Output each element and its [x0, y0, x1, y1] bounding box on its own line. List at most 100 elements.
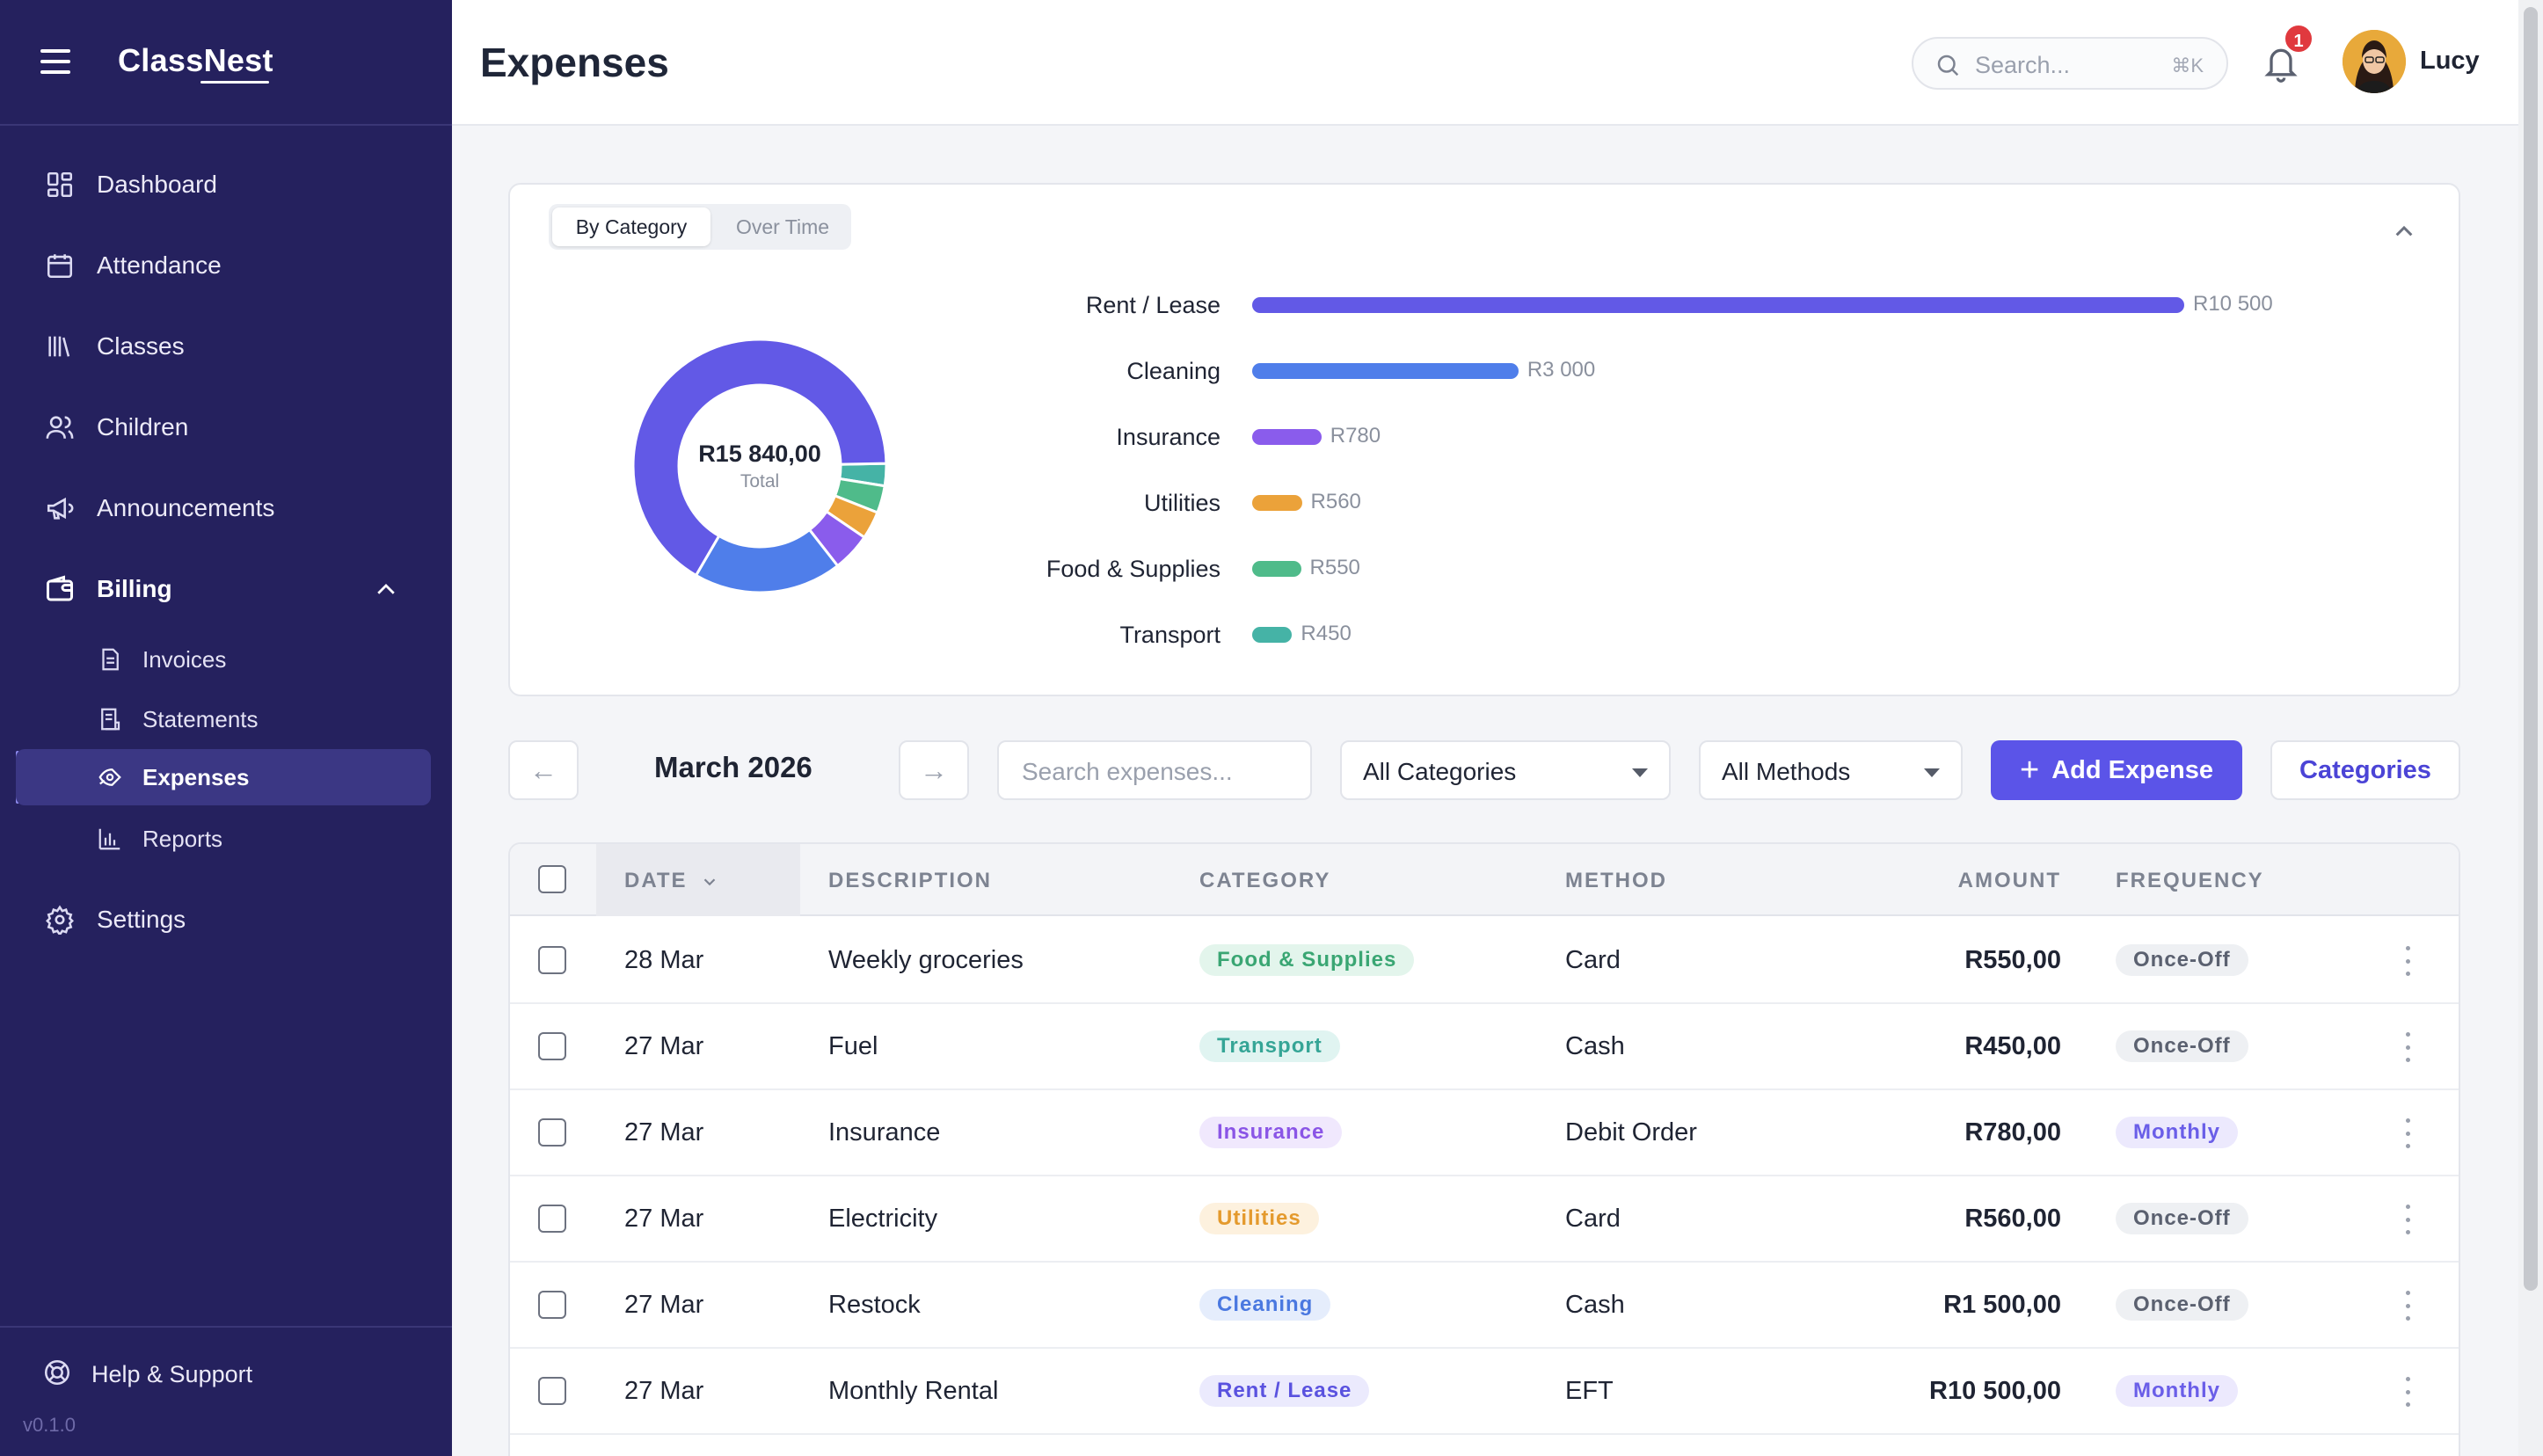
- column-description[interactable]: DESCRIPTION: [828, 869, 993, 892]
- bar[interactable]: [1252, 363, 1519, 379]
- tab-by-category[interactable]: By Category: [552, 207, 710, 246]
- prev-month-button[interactable]: ←: [508, 740, 579, 800]
- table-row[interactable]: 27 Mar Insurance Insurance Debit Order R780,…: [510, 1090, 2459, 1176]
- more-vertical-icon[interactable]: [2404, 1032, 2411, 1062]
- sidebar-subitem-invoices[interactable]: Invoices: [0, 631, 452, 688]
- document-icon: [95, 644, 125, 674]
- sidebar-item-dashboard[interactable]: Dashboard: [0, 153, 452, 216]
- sidebar-subitem-expenses[interactable]: Expenses: [16, 749, 431, 805]
- sidebar-item-attendance[interactable]: Attendance: [0, 234, 452, 297]
- topbar: Expenses Search... ⌘K 1 Lucy: [452, 0, 2518, 126]
- view-toggle: By Category Over Time: [549, 204, 851, 250]
- row-checkbox[interactable]: [538, 946, 566, 974]
- sidebar-item-classes[interactable]: Classes: [0, 315, 452, 378]
- bar-row: Utilities R560: [510, 484, 2445, 520]
- category-filter-select[interactable]: All Categories: [1340, 740, 1671, 800]
- frequency-badge: Once-Off: [2116, 1203, 2248, 1234]
- cell-description: Fuel: [828, 1032, 878, 1060]
- categories-button[interactable]: Categories: [2270, 740, 2460, 800]
- more-vertical-icon[interactable]: [2404, 1205, 2411, 1234]
- frequency-badge: Monthly: [2116, 1117, 2238, 1148]
- row-checkbox[interactable]: [538, 1291, 566, 1319]
- category-badge: Cleaning: [1199, 1289, 1331, 1321]
- cell-method: Cash: [1565, 1291, 1625, 1319]
- category-badge: Utilities: [1199, 1203, 1319, 1234]
- donut-slice[interactable]: [631, 338, 888, 578]
- more-vertical-icon[interactable]: [2404, 1377, 2411, 1407]
- bar[interactable]: [1252, 561, 1301, 577]
- sidebar-subitem-label: Expenses: [142, 763, 250, 790]
- bar-value-label: R450: [1301, 622, 1352, 645]
- sidebar-subitem-statements[interactable]: Statements: [0, 691, 452, 747]
- more-vertical-icon[interactable]: [2404, 1291, 2411, 1321]
- bar[interactable]: [1252, 495, 1302, 511]
- table-row[interactable]: 27 Mar Monthly Rental Rent / Lease EFT R10 5…: [510, 1349, 2459, 1435]
- category-filter-value: All Categories: [1363, 758, 1517, 785]
- more-vertical-icon[interactable]: [2404, 1118, 2411, 1148]
- calendar-icon: [42, 248, 77, 283]
- dashboard-icon: [42, 167, 77, 202]
- gear-icon: [42, 902, 77, 937]
- help-label: Help & Support: [91, 1361, 253, 1387]
- avatar[interactable]: [2343, 30, 2406, 93]
- bar-value-label: R10 500: [2193, 292, 2273, 316]
- table-row[interactable]: 27 Mar Restock Cleaning Cash R1 500,00 Once-O…: [510, 1263, 2459, 1349]
- caret-down-icon: [1632, 768, 1648, 777]
- cell-method: EFT: [1565, 1377, 1614, 1405]
- category-badge: Transport: [1199, 1030, 1340, 1062]
- sidebar-subitem-label: Reports: [142, 825, 223, 852]
- column-frequency[interactable]: FREQUENCY: [2116, 869, 2264, 892]
- row-checkbox[interactable]: [538, 1032, 566, 1060]
- cell-amount: R780,00: [1964, 1118, 2061, 1147]
- table-row[interactable]: 27 Mar Fuel Transport Cash R450,00 Once-Off: [510, 1004, 2459, 1090]
- sidebar-item-announcements[interactable]: Announcements: [0, 477, 452, 540]
- sidebar-item-children[interactable]: Children: [0, 396, 452, 459]
- method-filter-select[interactable]: All Methods: [1699, 740, 1963, 800]
- add-expense-button[interactable]: + Add Expense: [1991, 740, 2242, 800]
- method-filter-value: All Methods: [1722, 758, 1851, 785]
- sidebar-header: ClassNest: [0, 0, 452, 126]
- donut-chart: R15 840,00 Total: [631, 338, 888, 594]
- user-name[interactable]: Lucy: [2420, 47, 2480, 75]
- cell-description: Monthly Rental: [828, 1377, 999, 1405]
- bar[interactable]: [1252, 297, 2184, 313]
- cell-description: Electricity: [828, 1205, 938, 1233]
- column-date[interactable]: DATE: [624, 869, 719, 893]
- row-checkbox[interactable]: [538, 1205, 566, 1233]
- sidebar-item-settings[interactable]: Settings: [0, 888, 452, 951]
- select-all-checkbox[interactable]: [538, 865, 566, 893]
- bar[interactable]: [1252, 627, 1293, 643]
- scrollbar-thumb[interactable]: [2524, 7, 2538, 1291]
- column-method[interactable]: METHOD: [1565, 869, 1667, 892]
- tab-over-time[interactable]: Over Time: [735, 215, 830, 238]
- money-icon: [95, 762, 125, 792]
- cell-method: Card: [1565, 946, 1621, 974]
- chevron-up-icon[interactable]: [2386, 215, 2422, 250]
- current-month: March 2026: [654, 751, 812, 783]
- add-expense-label: Add Expense: [2051, 755, 2213, 784]
- category-badge: Insurance: [1199, 1117, 1343, 1148]
- table-header: DATE DESCRIPTION CATEGORY METHOD AMOUNT …: [510, 844, 2459, 916]
- expense-search-input[interactable]: Search expenses...: [997, 740, 1312, 800]
- cell-method: Cash: [1565, 1032, 1625, 1060]
- cell-date: 27 Mar: [624, 1291, 704, 1319]
- column-amount[interactable]: AMOUNT: [1957, 869, 2061, 892]
- more-vertical-icon[interactable]: [2404, 946, 2411, 976]
- row-checkbox[interactable]: [538, 1377, 566, 1405]
- table-row[interactable]: 28 Mar Weekly groceries Food & Supplies Car…: [510, 918, 2459, 1004]
- table-row[interactable]: 27 Mar Electricity Utilities Card R560,00 Onc…: [510, 1176, 2459, 1263]
- chevron-up-icon[interactable]: [373, 577, 399, 608]
- sidebar-subitem-reports[interactable]: Reports: [0, 811, 452, 867]
- bar[interactable]: [1252, 429, 1322, 445]
- megaphone-icon: [42, 491, 77, 526]
- row-checkbox[interactable]: [538, 1118, 566, 1147]
- sidebar-item-billing[interactable]: Billing: [0, 557, 452, 621]
- next-month-button[interactable]: →: [899, 740, 969, 800]
- cell-amount: R550,00: [1964, 946, 2061, 974]
- donut-total: R15 840,00: [698, 440, 821, 467]
- bell-icon[interactable]: [2262, 42, 2300, 84]
- column-category[interactable]: CATEGORY: [1199, 869, 1331, 892]
- global-search-input[interactable]: Search... ⌘K: [1912, 37, 2228, 90]
- help-support-link[interactable]: Help & Support: [42, 1358, 252, 1392]
- menu-icon[interactable]: [40, 49, 70, 74]
